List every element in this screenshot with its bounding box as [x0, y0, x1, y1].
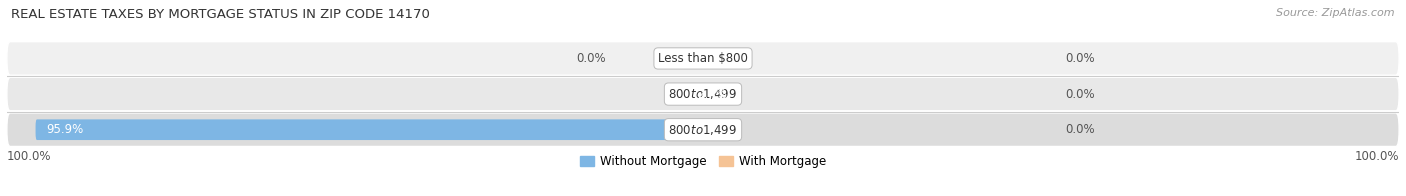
Text: 0.0%: 0.0% — [1064, 52, 1094, 65]
FancyBboxPatch shape — [7, 77, 1399, 111]
Text: $800 to $1,499: $800 to $1,499 — [668, 87, 738, 101]
FancyBboxPatch shape — [7, 42, 1399, 75]
Legend: Without Mortgage, With Mortgage: Without Mortgage, With Mortgage — [581, 155, 825, 168]
FancyBboxPatch shape — [35, 119, 703, 140]
Text: 0.0%: 0.0% — [1064, 123, 1094, 136]
Text: Source: ZipAtlas.com: Source: ZipAtlas.com — [1277, 8, 1395, 18]
Text: 100.0%: 100.0% — [1354, 150, 1399, 163]
Text: 100.0%: 100.0% — [7, 150, 52, 163]
Text: 2.4%: 2.4% — [697, 88, 727, 101]
Text: REAL ESTATE TAXES BY MORTGAGE STATUS IN ZIP CODE 14170: REAL ESTATE TAXES BY MORTGAGE STATUS IN … — [11, 8, 430, 21]
Text: 0.0%: 0.0% — [1064, 88, 1094, 101]
Text: $800 to $1,499: $800 to $1,499 — [668, 123, 738, 137]
Text: 95.9%: 95.9% — [46, 123, 83, 136]
FancyBboxPatch shape — [7, 113, 1399, 146]
Text: Less than $800: Less than $800 — [658, 52, 748, 65]
Text: 0.0%: 0.0% — [576, 52, 606, 65]
FancyBboxPatch shape — [686, 84, 703, 104]
